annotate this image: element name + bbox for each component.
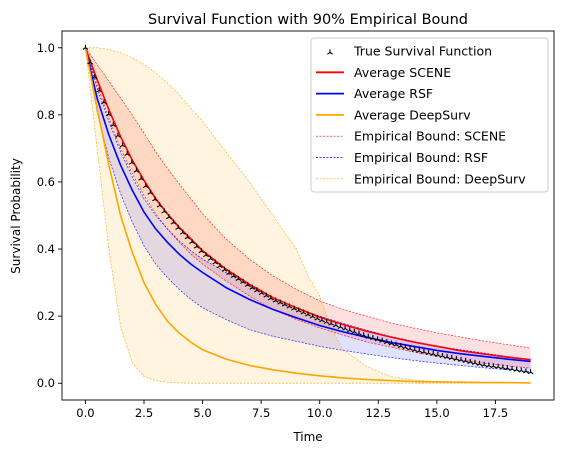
y-axis-label: Survival Probability	[9, 158, 23, 274]
legend-label-empirical-bound-scene: Empirical Bound: SCENE	[354, 129, 506, 144]
legend-label-average-rsf: Average RSF	[354, 86, 433, 101]
y-tick-label: 0.6	[37, 175, 55, 189]
x-tick-label: 12.5	[365, 406, 391, 420]
y-tick-label: 0.8	[37, 108, 55, 122]
y-tick-label: 0.4	[37, 242, 55, 256]
x-tick-label: 10.0	[307, 406, 333, 420]
y-tick-label: 0.0	[37, 376, 55, 390]
legend-label-average-scene: Average SCENE	[354, 65, 451, 80]
x-axis-label: Time	[292, 430, 322, 444]
legend-label-average-deepsurv: Average DeepSurv	[354, 107, 471, 122]
legend: True Survival Function Average SCENE Avera…	[311, 38, 548, 192]
x-tick-label: 0.0	[76, 406, 94, 420]
legend-label-true-survival-function: True Survival Function	[353, 44, 492, 59]
legend-label-empirical-bound-deepsurv: Empirical Bound: DeepSurv	[354, 171, 526, 186]
y-tick-label: 1.0	[37, 41, 55, 55]
legend-label-empirical-bound-rsf: Empirical Bound: RSF	[354, 150, 488, 165]
y-tick-label: 0.2	[37, 309, 55, 323]
x-tick-label: 2.5	[135, 406, 153, 420]
x-tick-label: 15.0	[424, 406, 450, 420]
x-tick-label: 7.5	[252, 406, 270, 420]
x-axis: 0.0 2.5 5.0 7.5 10.0 12.5 15.0 17.5	[76, 400, 508, 420]
x-tick-label: 5.0	[193, 406, 211, 420]
chart-title: Survival Function with 90% Empirical Bou…	[148, 12, 468, 28]
x-tick-label: 17.5	[483, 406, 509, 420]
y-axis: 0.0 0.2 0.4 0.6 0.8 1.0	[37, 41, 62, 390]
